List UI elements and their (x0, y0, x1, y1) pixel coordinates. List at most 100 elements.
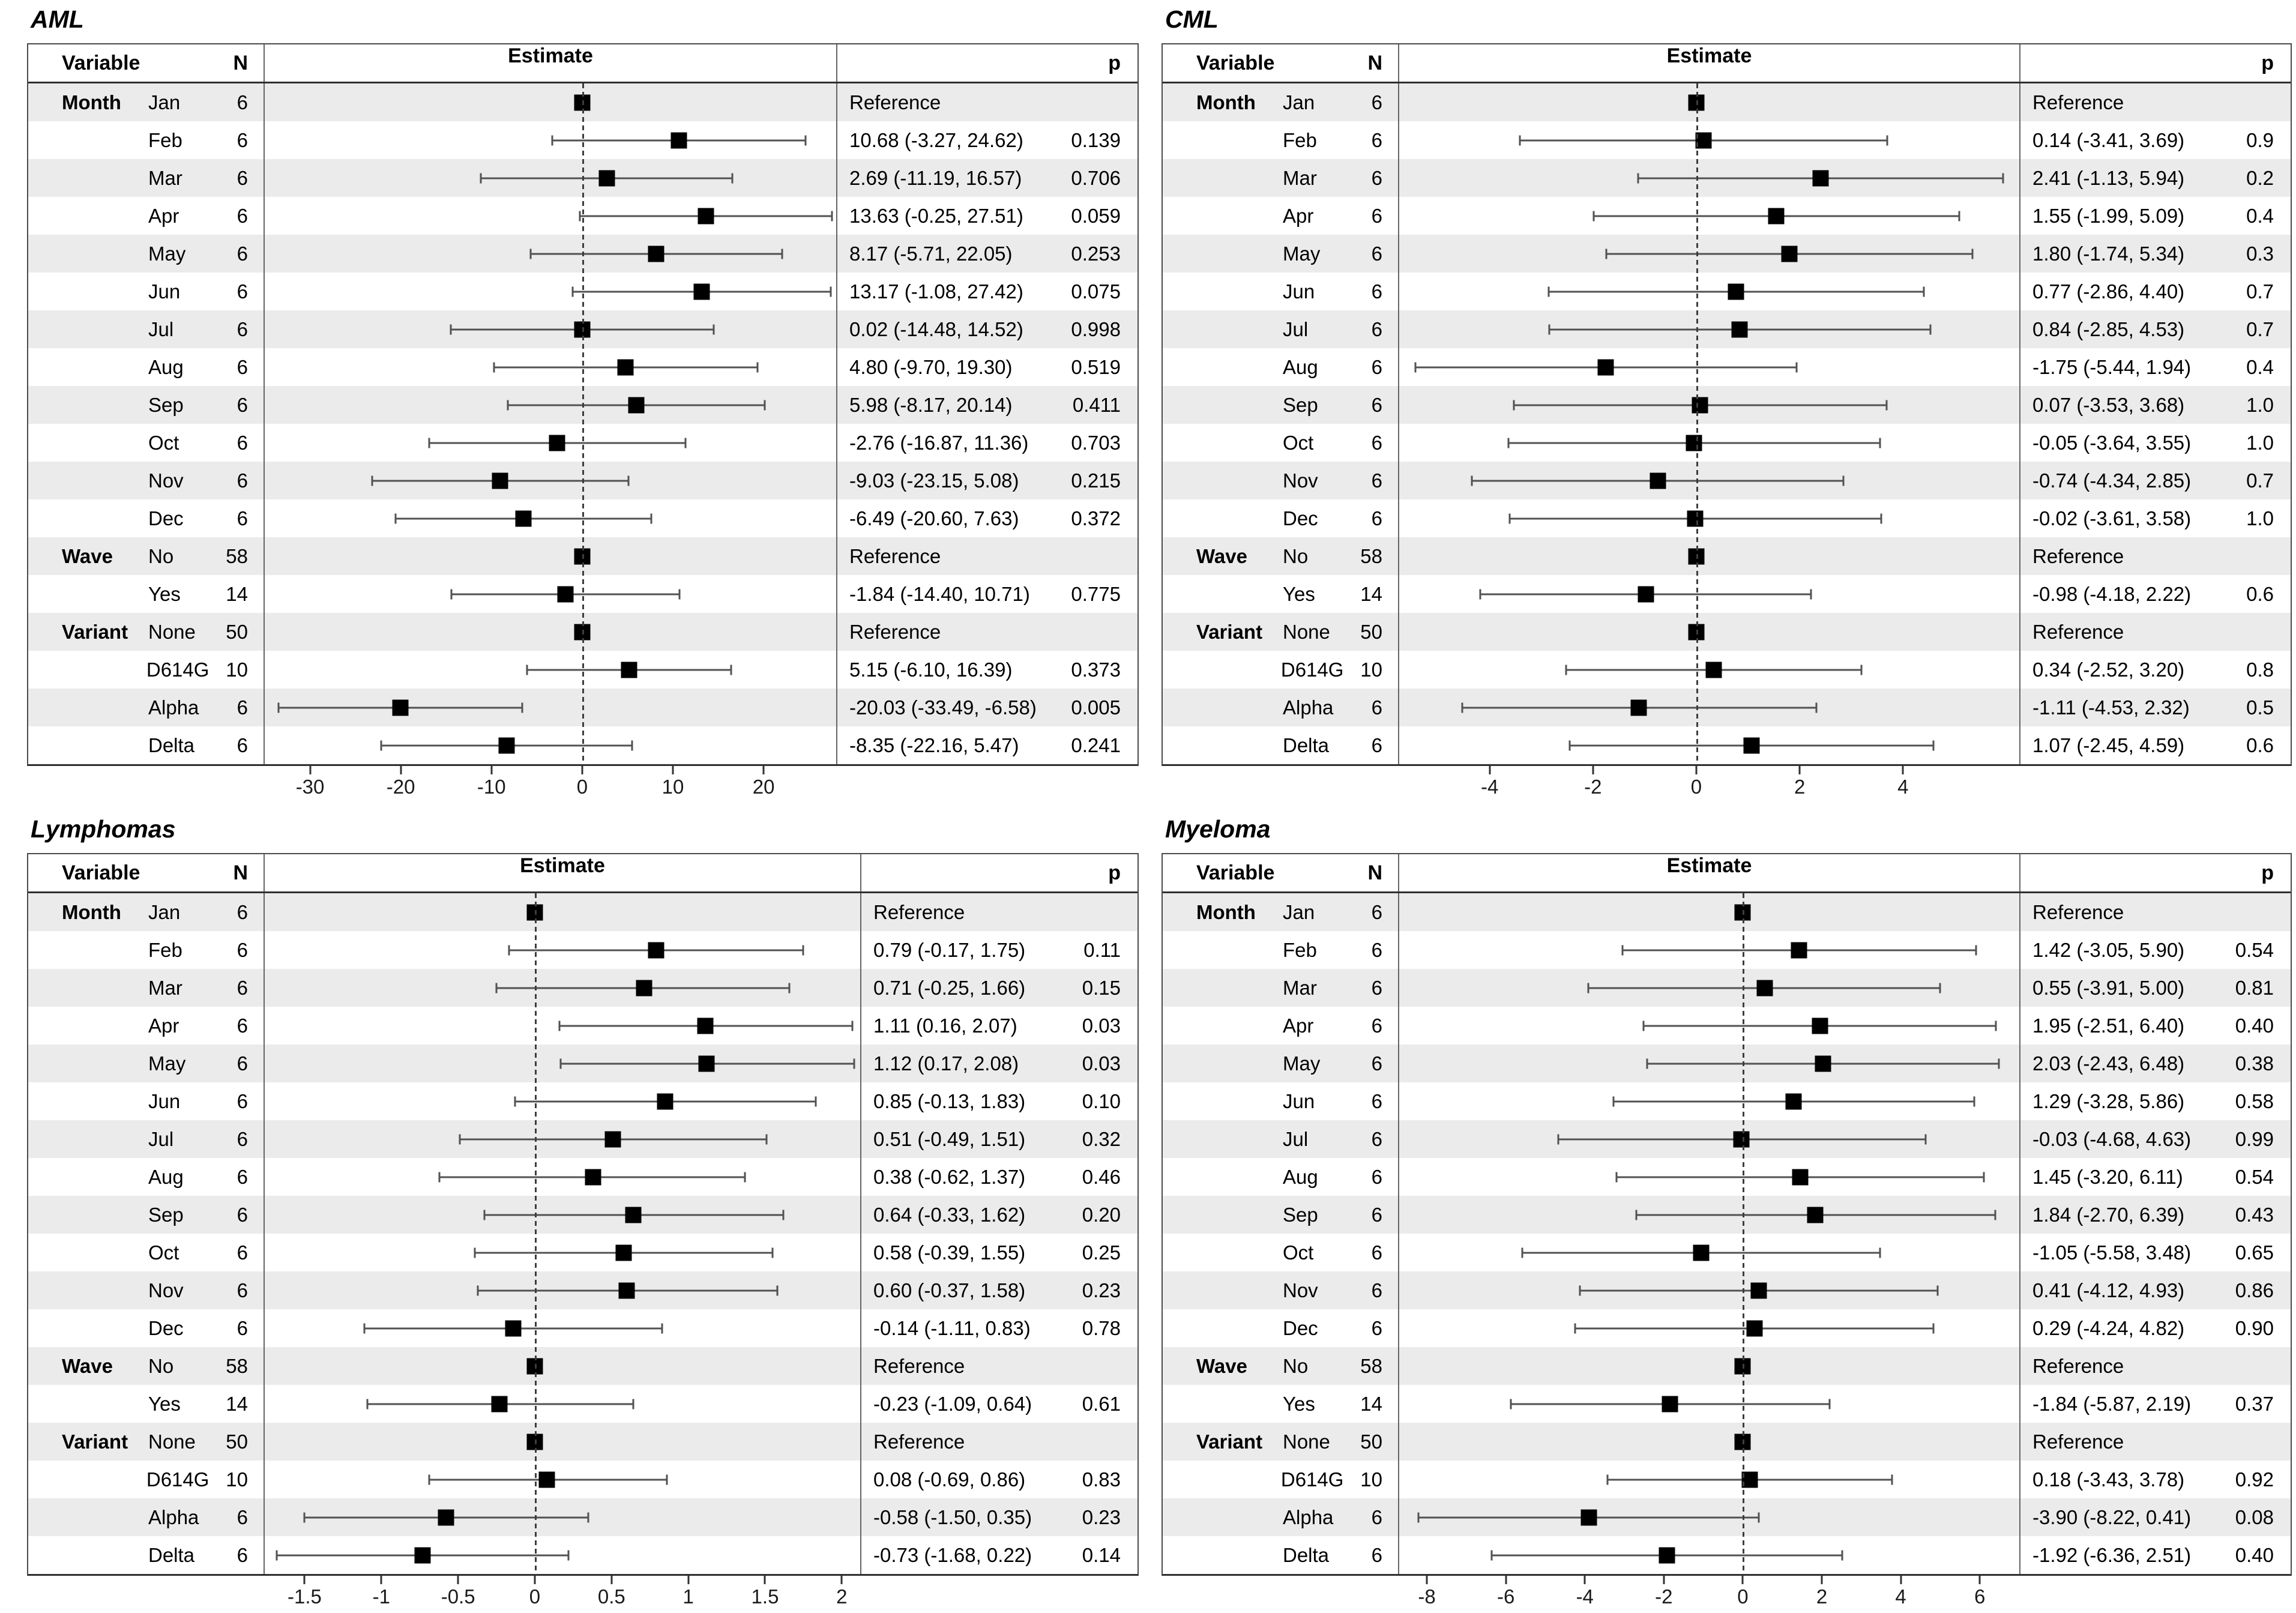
estimate-ci-text: 1.95 (-2.51, 6.40) (2032, 1014, 2185, 1037)
table-row: Dec 6 0.29 (-4.24, 4.82) 0.90 (1163, 1309, 2291, 1347)
row-text-cell: -0.05 (-3.64, 3.55) 1.0 (2020, 424, 2291, 462)
ci-cap-left (1508, 513, 1511, 523)
ci-cap-right (1795, 362, 1798, 372)
ci-cap-left (1568, 740, 1571, 750)
point-estimate-marker (697, 1018, 714, 1034)
axis-tick (840, 1576, 843, 1584)
row-left-columns: Variant None 50 (28, 1423, 264, 1461)
axis-tick (1741, 1576, 1744, 1584)
ci-cap-left (1548, 324, 1550, 334)
table-row: Delta 6 -1.92 (-6.36, 2.51) 0.40 (1163, 1536, 2291, 1574)
row-text-cell: 0.79 (-0.17, 1.75) 0.11 (861, 931, 1137, 969)
row-left-columns: May 6 (1163, 1045, 1398, 1082)
ci-cap-left (1621, 945, 1624, 955)
axis-tick-label: -1 (372, 1585, 390, 1608)
point-estimate-marker (515, 510, 532, 526)
table-row: Jul 6 0.51 (-0.49, 1.51) 0.32 (28, 1120, 1137, 1158)
row-text-cell: 1.29 (-3.28, 5.86) 0.58 (2020, 1082, 2291, 1120)
row-left-columns: Feb 6 (28, 121, 264, 159)
n-value: 6 (1371, 696, 1382, 719)
table-row: Wave No 58 Reference (1163, 1347, 2291, 1385)
forest-plot-cell (264, 1461, 861, 1498)
estimate-ci-text: Reference (2032, 900, 2124, 923)
estimate-ci-text: 0.64 (-0.33, 1.62) (873, 1203, 1026, 1226)
forest-plot-cell (264, 1158, 861, 1196)
point-estimate-marker (492, 472, 508, 489)
level-label: D614G (1280, 658, 1344, 681)
header-estimate-cell: Estimate (264, 854, 861, 891)
table-row: Nov 6 0.60 (-0.37, 1.58) 0.23 (28, 1271, 1137, 1309)
estimate-ci-text: -0.58 (-1.50, 0.35) (873, 1506, 1032, 1528)
ci-cap-right (661, 1323, 663, 1333)
table-row: Jun 6 13.17 (-1.08, 27.42) 0.075 (28, 273, 1137, 310)
ci-cap-right (1815, 702, 1818, 713)
level-label: Jul (1283, 1127, 1309, 1150)
ci-cap-right (627, 475, 630, 486)
ci-cap-left (529, 249, 532, 259)
level-label: Dec (148, 507, 184, 529)
estimate-ci-text: 0.38 (-0.62, 1.37) (873, 1165, 1026, 1188)
level-label: May (148, 1052, 186, 1075)
header-p-cell: p (837, 44, 1137, 82)
point-estimate-marker (617, 359, 634, 375)
forest-plot-cell (264, 726, 837, 764)
axis-tick-label: 0 (529, 1585, 541, 1608)
row-left-columns: Yes 14 (28, 575, 264, 613)
p-value: 0.10 (1082, 1090, 1121, 1112)
forest-plot-cell (1398, 1082, 2020, 1120)
ci-cap-right (684, 438, 687, 448)
table-row: Wave No 58 Reference (28, 1347, 1137, 1385)
ci-cap-left (1490, 1550, 1493, 1560)
row-left-columns: Wave No 58 (1163, 1347, 1398, 1385)
n-value: 6 (237, 696, 248, 719)
group-label: Wave (62, 1354, 113, 1377)
row-text-cell: 0.77 (-2.86, 4.40) 0.7 (2020, 273, 2291, 310)
n-value: 6 (1371, 1241, 1382, 1264)
forest-plot-cell (1398, 1196, 2020, 1234)
table-row: May 6 2.03 (-2.43, 6.48) 0.38 (1163, 1045, 2291, 1082)
estimate-ci-text: Reference (2032, 1354, 2124, 1377)
forest-table: Variable N Estimate p Month Jan 6 Refere… (1162, 853, 2292, 1576)
table-row: Dec 6 -6.49 (-20.60, 7.63) 0.372 (28, 499, 1137, 537)
table-row: Feb 6 1.42 (-3.05, 5.90) 0.54 (1163, 931, 2291, 969)
axis-tick-label: 20 (752, 776, 775, 798)
axis-tick (1902, 766, 1904, 774)
ci-cap-left (438, 1172, 441, 1182)
n-value: 6 (1371, 1506, 1382, 1528)
n-value: 10 (226, 658, 248, 681)
level-label: Dec (1283, 507, 1318, 529)
row-text-cell: Reference (2020, 1423, 2291, 1461)
axis-tick (687, 1576, 690, 1584)
ci-cap-right (1860, 665, 1863, 675)
axis-tick-label: -6 (1496, 1585, 1515, 1608)
point-estimate-marker (698, 208, 714, 224)
n-value: 6 (237, 1014, 248, 1037)
level-label: Sep (148, 1203, 184, 1226)
group-label: Wave (1196, 544, 1247, 567)
estimate-ci-text: -1.05 (-5.58, 3.48) (2032, 1241, 2192, 1264)
row-text-cell: Reference (861, 1423, 1137, 1461)
row-left-columns: Variant None 50 (1163, 613, 1398, 651)
table-row: Month Jan 6 Reference (28, 893, 1137, 931)
forest-plot-cell (1398, 1120, 2020, 1158)
level-label: Feb (1283, 938, 1317, 961)
group-label: Wave (62, 544, 113, 567)
point-estimate-marker (549, 435, 565, 451)
column-header-estimate: Estimate (1666, 854, 1752, 877)
estimate-ci-text: 1.45 (-3.20, 6.11) (2032, 1165, 2183, 1188)
row-text-cell: 0.41 (-4.12, 4.93) 0.86 (2020, 1271, 2291, 1309)
n-value: 6 (237, 393, 248, 416)
n-value: 6 (1371, 1279, 1382, 1301)
p-value: 0.20 (1082, 1203, 1121, 1226)
estimate-ci-text: Reference (2032, 544, 2124, 567)
estimate-ci-text: 1.80 (-1.74, 5.34) (2032, 242, 2185, 265)
column-header-variable: Variable (1196, 861, 1275, 884)
ci-cap-right (632, 1399, 634, 1409)
ci-cap-left (507, 400, 509, 410)
ci-cap-left (450, 589, 453, 599)
table-row: Alpha 6 -3.90 (-8.22, 0.41) 0.08 (1163, 1498, 2291, 1536)
p-value: 1.0 (2246, 393, 2274, 416)
ci-cap-right (731, 173, 734, 183)
n-value: 6 (237, 469, 248, 492)
level-label: Jul (148, 1127, 174, 1150)
